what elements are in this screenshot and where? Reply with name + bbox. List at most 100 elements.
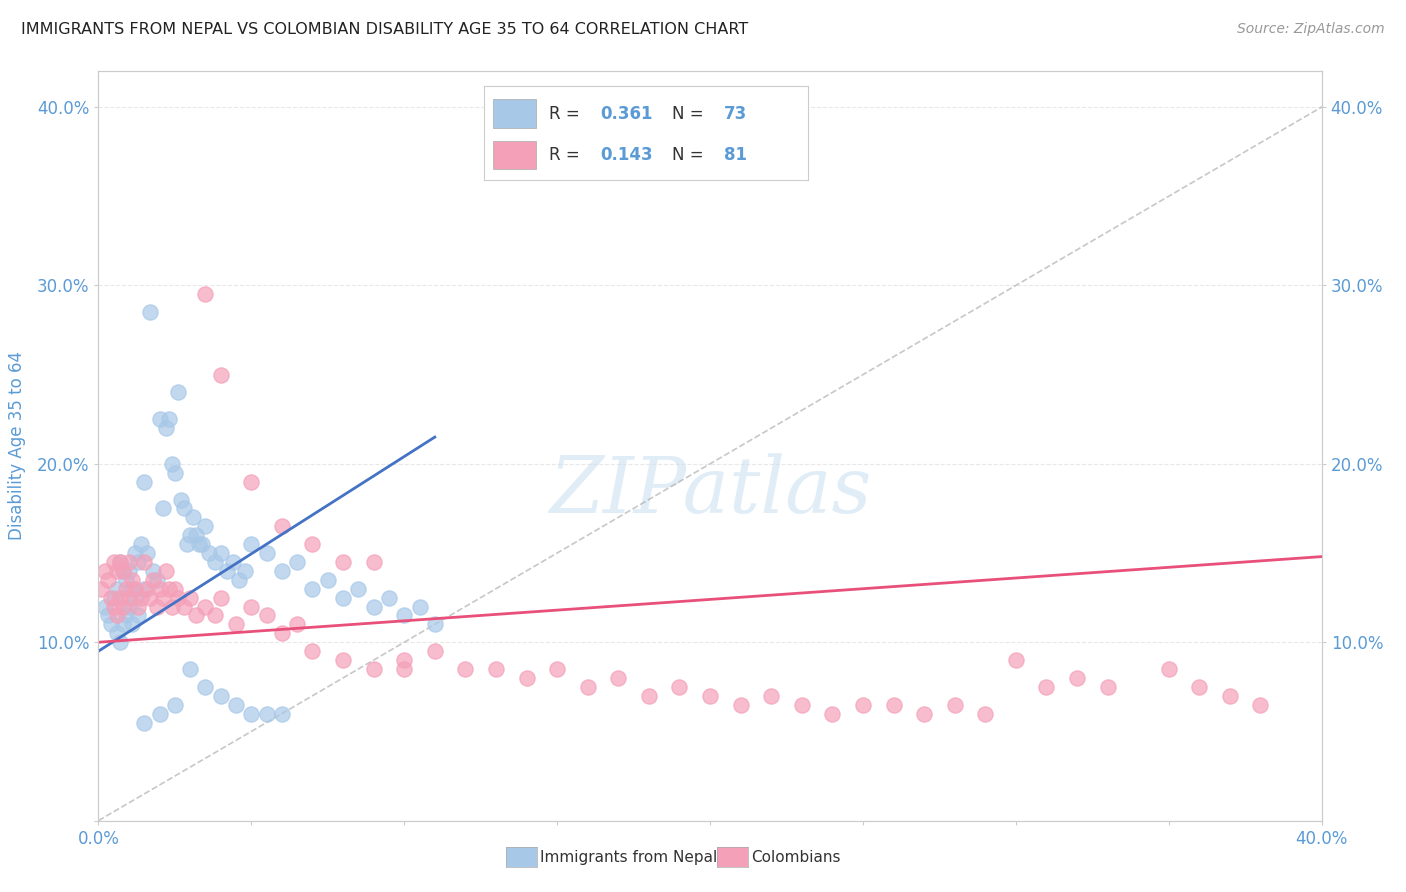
Point — [790, 698, 813, 712]
Point — [111, 564, 134, 578]
Point — [1066, 671, 1088, 685]
Point — [347, 582, 370, 596]
Point — [142, 564, 165, 578]
Point — [204, 608, 226, 623]
Point — [194, 680, 217, 694]
Point — [103, 599, 125, 614]
Point — [139, 591, 162, 605]
Point — [209, 368, 232, 382]
Point — [157, 582, 180, 596]
Point — [194, 287, 217, 301]
Point — [121, 582, 143, 596]
Point — [155, 421, 177, 435]
Point — [240, 537, 263, 551]
Point — [103, 555, 125, 569]
Point — [145, 599, 167, 614]
Point — [197, 546, 219, 560]
Point — [108, 555, 131, 569]
Point — [145, 573, 167, 587]
Point — [392, 662, 416, 676]
Point — [256, 608, 278, 623]
Point — [485, 662, 508, 676]
Point — [105, 582, 128, 596]
Point — [93, 599, 115, 614]
Point — [363, 599, 385, 614]
Point — [285, 617, 308, 632]
Point — [408, 599, 430, 614]
Point — [194, 519, 217, 533]
Point — [173, 599, 195, 614]
Point — [392, 653, 416, 667]
Point — [285, 555, 308, 569]
Point — [186, 528, 208, 542]
Point — [127, 608, 149, 623]
Point — [152, 591, 174, 605]
Point — [363, 555, 385, 569]
Point — [149, 412, 172, 426]
Point — [392, 608, 416, 623]
Point — [215, 564, 238, 578]
Point — [167, 591, 190, 605]
Point — [163, 582, 186, 596]
Point — [852, 698, 875, 712]
Point — [222, 555, 245, 569]
Point — [155, 564, 177, 578]
Text: Source: ZipAtlas.com: Source: ZipAtlas.com — [1237, 22, 1385, 37]
Point — [118, 599, 141, 614]
Point — [111, 617, 134, 632]
Point — [170, 492, 193, 507]
Point — [179, 662, 201, 676]
Point — [1097, 680, 1119, 694]
Point — [167, 385, 190, 400]
Point — [194, 599, 217, 614]
Point — [90, 582, 112, 596]
Point — [943, 698, 966, 712]
Point — [97, 573, 120, 587]
Point — [176, 537, 198, 551]
Point — [821, 706, 844, 721]
Point — [111, 564, 134, 578]
Point — [759, 689, 782, 703]
Point — [883, 698, 905, 712]
Point — [209, 689, 232, 703]
Point — [163, 698, 186, 712]
Point — [181, 510, 204, 524]
Point — [105, 626, 128, 640]
Point — [378, 591, 401, 605]
Point — [1219, 689, 1241, 703]
Point — [240, 475, 263, 489]
Point — [173, 501, 195, 516]
Point — [105, 564, 128, 578]
Point — [228, 573, 250, 587]
Point — [134, 555, 156, 569]
Text: IMMIGRANTS FROM NEPAL VS COLOMBIAN DISABILITY AGE 35 TO 64 CORRELATION CHART: IMMIGRANTS FROM NEPAL VS COLOMBIAN DISAB… — [21, 22, 748, 37]
Point — [108, 591, 131, 605]
Point — [134, 715, 156, 730]
Point — [149, 582, 172, 596]
Point — [332, 591, 354, 605]
Point — [134, 582, 156, 596]
Point — [160, 457, 183, 471]
Point — [142, 573, 165, 587]
Point — [127, 599, 149, 614]
Point — [118, 591, 141, 605]
Point — [516, 671, 538, 685]
Point — [115, 573, 138, 587]
Point — [163, 466, 186, 480]
Point — [136, 582, 159, 596]
Text: ZIPatlas: ZIPatlas — [548, 453, 872, 529]
Point — [108, 555, 131, 569]
Point — [233, 564, 256, 578]
Point — [270, 706, 292, 721]
Text: Immigrants from Nepal: Immigrants from Nepal — [540, 850, 717, 864]
Point — [423, 617, 446, 632]
Point — [454, 662, 477, 676]
Point — [121, 617, 143, 632]
Point — [546, 662, 568, 676]
Point — [607, 671, 630, 685]
Point — [730, 698, 752, 712]
Point — [1188, 680, 1211, 694]
Point — [301, 644, 323, 658]
Point — [149, 706, 172, 721]
Point — [136, 546, 159, 560]
